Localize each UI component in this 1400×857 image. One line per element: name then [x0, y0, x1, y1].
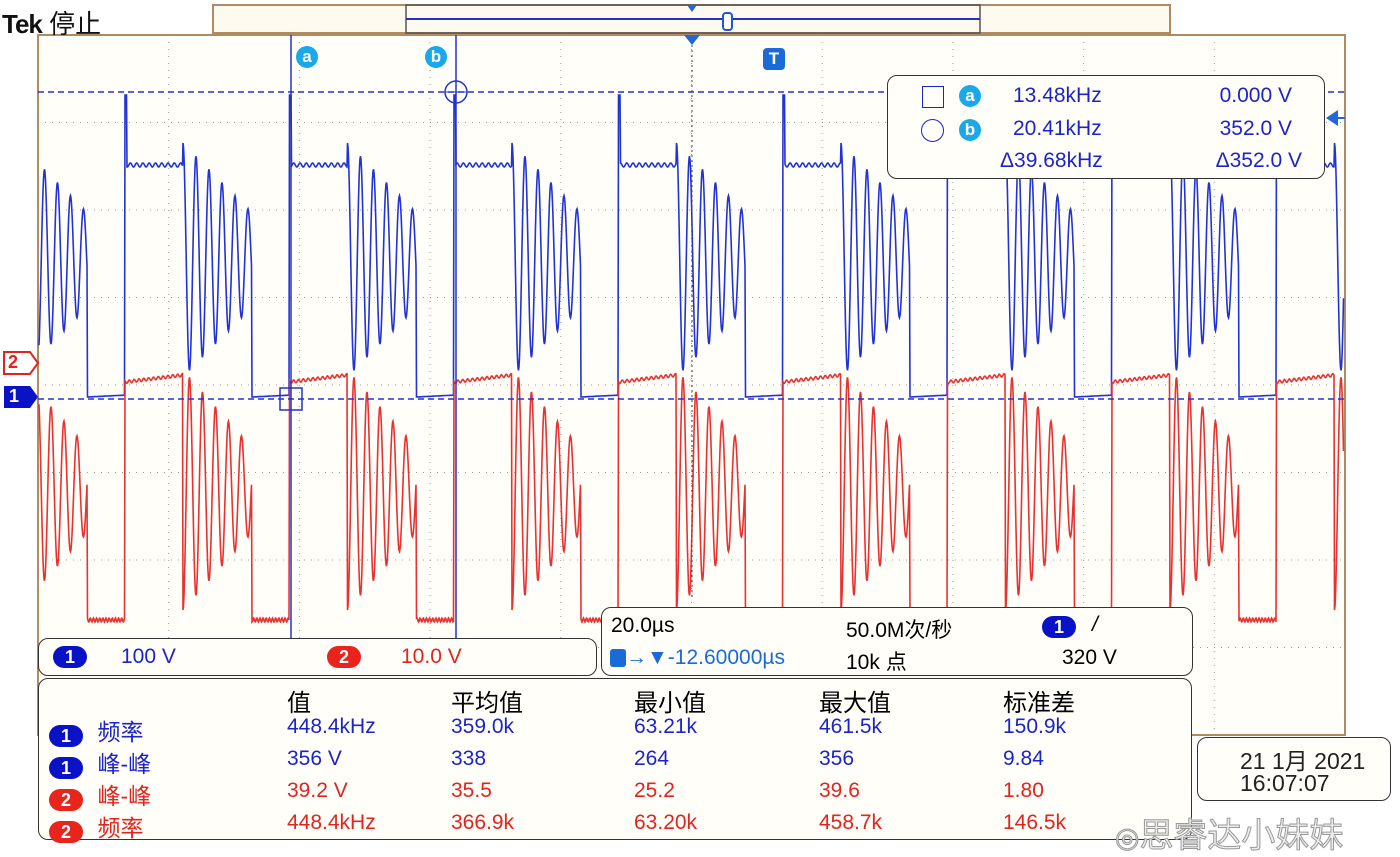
- cursor-b-freq: 20.41kHz: [1013, 117, 1102, 140]
- ch1-scale: 100 V: [121, 645, 176, 668]
- circle-cursor-icon: [921, 119, 944, 142]
- trigger-position-marker[interactable]: [684, 35, 700, 45]
- trigger-level-marker[interactable]: [1326, 110, 1338, 126]
- measurement-row: 2 峰-峰: [49, 777, 151, 811]
- measurement-row: 1 频率: [49, 713, 143, 747]
- measurement-row: 1 峰-峰: [49, 745, 151, 779]
- measurement-table: 值 平均值 最小值 最大值 标准差 1 频率 448.4kHz 359.0k 63.2…: [38, 678, 1192, 843]
- cursor-a-freq: 13.48kHz: [1013, 84, 1102, 107]
- ch2-marker-label: 2: [8, 352, 19, 372]
- ch2-badge[interactable]: 2: [327, 646, 361, 668]
- measurement-value: 146.5k: [1003, 811, 1067, 834]
- trigger-source-badge: 1: [1042, 616, 1076, 638]
- channel-badge: 1: [49, 724, 83, 747]
- measurement-value: 63.21k: [634, 715, 698, 738]
- measurement-value: 356 V: [287, 747, 342, 770]
- cursor-delta-volt: Δ352.0 V: [1215, 149, 1302, 172]
- measurement-row: 2 频率: [49, 809, 143, 843]
- acquisition-status: 停止: [49, 9, 102, 39]
- measurement-value: 264: [634, 747, 670, 770]
- cursor-a-marker: [279, 387, 303, 411]
- trigger-position: →▼-12.60000µs: [610, 646, 785, 670]
- trigger-icon: [610, 649, 626, 668]
- sample-rate: 50.0M次/秒: [846, 619, 953, 642]
- trigger-position-value: -12.60000µs: [667, 646, 785, 669]
- ch1-badge[interactable]: 1: [53, 646, 87, 668]
- measurement-value: 461.5k: [819, 715, 883, 738]
- cursor-b-icon: b: [959, 119, 981, 141]
- channel-scale-box[interactable]: 1 100 V 2 10.0 V: [38, 638, 597, 676]
- cursor-a-volt: 0.000 V: [1219, 84, 1292, 107]
- measurement-value: 63.20k: [634, 811, 698, 834]
- ch2-waveform: [38, 372, 1345, 624]
- header-stddev: 标准差: [1003, 690, 1075, 717]
- channel-badge: 2: [49, 788, 83, 811]
- measurement-value: 35.5: [451, 779, 492, 802]
- ch1-ground-marker[interactable]: [4, 386, 38, 408]
- weibo-logo-icon: ◎: [1114, 822, 1140, 854]
- datetime-box: 21 1月 2021 16:07:07: [1197, 737, 1391, 801]
- trigger-badge: T: [763, 48, 785, 70]
- measurement-value: 1.80: [1003, 779, 1044, 802]
- date: 21 1月 2021: [1240, 748, 1366, 774]
- measurement-value: 338: [451, 747, 487, 770]
- header-value: 值: [287, 690, 311, 717]
- watermark-text: 思睿达小妹妹: [1139, 817, 1344, 856]
- measurement-value: 39.6: [819, 779, 860, 802]
- trigger-slope-icon: /: [1092, 613, 1098, 636]
- channel-badge: 2: [49, 820, 83, 843]
- trigger-level: 320 V: [1062, 646, 1117, 669]
- ch2-scale: 10.0 V: [401, 645, 462, 668]
- cursor-b-badge[interactable]: b: [425, 46, 447, 68]
- header-mean: 平均值: [451, 690, 523, 717]
- cursor-a-badge[interactable]: a: [296, 46, 318, 68]
- time: 16:07:07: [1240, 770, 1330, 796]
- timebase-box[interactable]: 20.0µs 50.0M次/秒 1 / →▼-12.60000µs 10k 点 …: [601, 607, 1193, 676]
- record-length: 10k 点: [846, 651, 907, 674]
- header-max: 最大值: [819, 690, 891, 717]
- measurement-name: 频率: [97, 719, 144, 745]
- header: Tek 停止: [2, 4, 101, 41]
- measurement-value: 448.4kHz: [287, 811, 376, 834]
- record-center-marker: [687, 5, 697, 12]
- measurement-value: 366.9k: [451, 811, 515, 834]
- measurement-value: 150.9k: [1003, 715, 1067, 738]
- header-min: 最小值: [634, 690, 706, 717]
- ch2-ground-marker[interactable]: [3, 351, 40, 375]
- ch1-marker-label: 1: [9, 386, 20, 406]
- brand-logo: Tek: [2, 9, 43, 39]
- measurement-value: 448.4kHz: [287, 715, 376, 738]
- measurement-name: 频率: [97, 815, 144, 841]
- measurement-value: 39.2 V: [287, 779, 348, 802]
- measurement-value: 356: [819, 747, 855, 770]
- cursor-delta-freq: Δ39.68kHz: [1000, 149, 1103, 172]
- watermark: ◎思睿达小妹妹: [1114, 808, 1344, 857]
- measurement-value: 25.2: [634, 779, 675, 802]
- measurement-value: 9.84: [1003, 747, 1044, 770]
- cursor-a-icon: a: [959, 85, 981, 107]
- measurement-name: 峰-峰: [97, 783, 152, 809]
- measurement-name: 峰-峰: [97, 751, 152, 777]
- record-trigger-marker: [722, 12, 733, 31]
- measurement-value: 458.7k: [819, 811, 883, 834]
- time-scale: 20.0µs: [611, 614, 675, 637]
- cursor-b-volt: 352.0 V: [1219, 117, 1292, 140]
- square-cursor-icon: [922, 86, 944, 108]
- measurement-value: 359.0k: [451, 715, 515, 738]
- cursor-readout: a b 13.48kHz 0.000 V 20.41kHz 352.0 V Δ3…: [887, 75, 1325, 179]
- channel-badge: 1: [49, 756, 83, 779]
